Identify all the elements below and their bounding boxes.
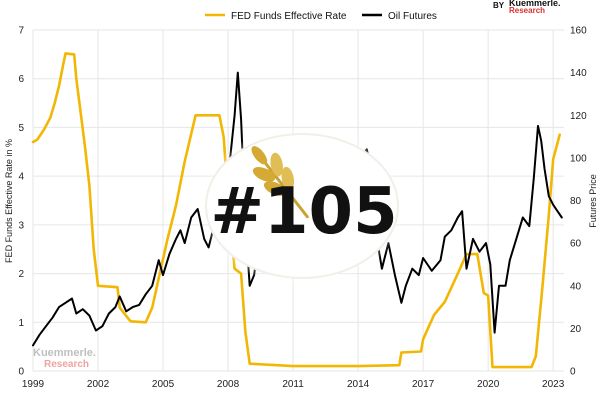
watermark-sub: Research bbox=[44, 359, 89, 370]
y-left-tick-label: 7 bbox=[18, 26, 24, 37]
y-right-tick-label: 80 bbox=[570, 196, 582, 207]
x-tick-label: 2017 bbox=[412, 379, 435, 390]
legend: FED Funds Effective Rate Oil Futures bbox=[205, 11, 437, 22]
y-left-tick-label: 1 bbox=[18, 318, 24, 329]
axis-ticks: 0 1 2 3 4 5 6 7 0 20 40 60 80 100 120 140 160 1999 2002 200… bbox=[18, 26, 587, 391]
legend-oil-label: Oil Futures bbox=[388, 11, 437, 22]
fed-funds-line bbox=[31, 52, 561, 369]
x-tick-label: 2020 bbox=[477, 379, 500, 390]
x-tick-label: 2023 bbox=[542, 379, 565, 390]
badge-number: #105 bbox=[210, 175, 397, 249]
x-tick-label: 2008 bbox=[217, 379, 240, 390]
y-right-tick-label: 100 bbox=[570, 153, 587, 164]
y-left-tick-label: 4 bbox=[18, 172, 24, 183]
wheat-icon bbox=[251, 146, 309, 219]
y-left-tick-label: 5 bbox=[18, 123, 24, 134]
y-right-axis-title: Futures Price bbox=[588, 174, 598, 228]
watermark: Kuemmerle. Research bbox=[33, 347, 96, 370]
x-tick-label: 2002 bbox=[87, 379, 110, 390]
brand-sub: Research bbox=[509, 6, 545, 15]
x-tick-label: 2014 bbox=[347, 379, 370, 390]
watermark-name: Kuemmerle. bbox=[33, 347, 96, 359]
x-tick-label: 1999 bbox=[22, 379, 45, 390]
y-right-tick-label: 0 bbox=[570, 367, 576, 378]
y-right-tick-label: 40 bbox=[570, 281, 582, 292]
y-left-tick-label: 6 bbox=[18, 74, 24, 85]
y-right-tick-label: 120 bbox=[570, 111, 587, 122]
y-left-tick-label: 0 bbox=[18, 367, 24, 378]
y-right-tick-label: 60 bbox=[570, 239, 582, 250]
y-left-axis-title: FED Funds Effective Rate in % bbox=[4, 139, 14, 263]
x-tick-label: 2005 bbox=[152, 379, 175, 390]
y-left-tick-label: 3 bbox=[18, 220, 24, 231]
episode-badge: #105 bbox=[198, 126, 406, 286]
y-right-tick-label: 160 bbox=[570, 26, 587, 37]
legend-fed-label: FED Funds Effective Rate bbox=[231, 11, 347, 22]
y-right-tick-label: 20 bbox=[570, 324, 582, 335]
x-tick-label: 2011 bbox=[282, 379, 304, 390]
brand-by-label: BY bbox=[493, 1, 505, 10]
brand-logo: BY Kuemmerle. Research bbox=[493, 0, 561, 15]
y-left-tick-label: 2 bbox=[18, 269, 24, 280]
brand-name: Kuemmerle. bbox=[509, 0, 561, 8]
y-right-tick-label: 140 bbox=[570, 68, 587, 79]
